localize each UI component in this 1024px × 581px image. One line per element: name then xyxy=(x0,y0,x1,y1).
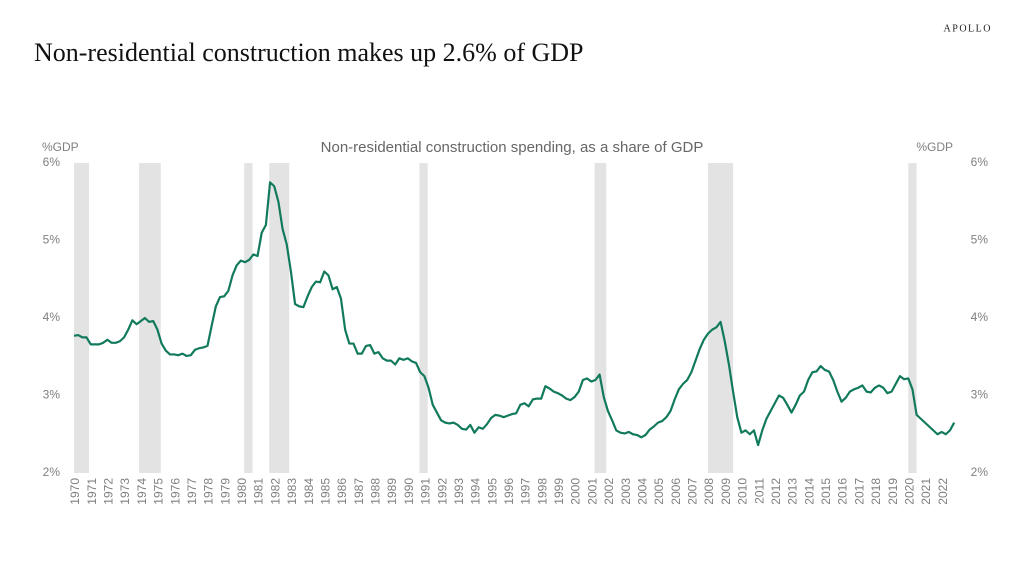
x-tick-label: 1997 xyxy=(519,478,533,505)
x-tick-label: 1996 xyxy=(502,478,516,505)
x-tick-label: 2022 xyxy=(936,478,950,505)
y-tick-label: 6% xyxy=(43,155,61,169)
x-tick-label: 1984 xyxy=(302,478,316,505)
x-tick-label: 2020 xyxy=(902,478,916,505)
x-tick-label: 2016 xyxy=(836,478,850,505)
x-tick-label: 2004 xyxy=(635,478,649,505)
x-tick-label: 2018 xyxy=(869,478,883,505)
x-tick-label: 1970 xyxy=(68,478,82,505)
x-tick-label: 2014 xyxy=(802,478,816,505)
x-tick-label: 1985 xyxy=(318,478,332,505)
y2-tick-label: 5% xyxy=(971,233,989,247)
x-tick-label: 2021 xyxy=(919,478,933,505)
x-tick-label: 1977 xyxy=(185,478,199,505)
x-tick-label: 1992 xyxy=(435,478,449,505)
brand-logo: APOLLO xyxy=(944,23,992,34)
y2-tick-label: 4% xyxy=(971,310,989,324)
recession-band xyxy=(244,163,253,473)
x-tick-label: 1980 xyxy=(235,478,249,505)
recession-band xyxy=(139,163,161,473)
x-tick-label: 1986 xyxy=(335,478,349,505)
x-tick-label: 2008 xyxy=(702,478,716,505)
y-tick-label: 4% xyxy=(43,310,61,324)
x-tick-label: 1971 xyxy=(85,478,99,505)
chart-subtitle: Non-residential construction spending, a… xyxy=(321,139,704,156)
recession-band xyxy=(708,163,734,473)
x-tick-label: 2017 xyxy=(852,478,866,505)
x-tick-label: 2001 xyxy=(585,478,599,505)
x-tick-label: 1975 xyxy=(152,478,166,505)
x-tick-label: 1981 xyxy=(252,478,266,505)
x-tick-label: 2005 xyxy=(652,478,666,505)
x-tick-label: 2003 xyxy=(619,478,633,505)
x-tick-label: 2002 xyxy=(602,478,616,505)
x-tick-label: 1987 xyxy=(352,478,366,505)
x-tick-label: 1988 xyxy=(369,478,383,505)
x-tick-label: 1989 xyxy=(385,478,399,505)
y-tick-label: 2% xyxy=(43,465,61,479)
x-tick-label: 1994 xyxy=(469,478,483,505)
x-tick-label: 1974 xyxy=(135,478,149,505)
recession-band xyxy=(74,163,90,473)
x-tick-label: 2000 xyxy=(569,478,583,505)
x-tick-label: 1972 xyxy=(102,478,116,505)
y-tick-label: 5% xyxy=(43,233,61,247)
recession-band xyxy=(908,163,917,473)
recession-band xyxy=(594,163,607,473)
y-axis-label: %GDP xyxy=(42,140,79,154)
x-tick-label: 2011 xyxy=(752,478,766,504)
y2-tick-label: 2% xyxy=(971,465,989,479)
x-tick-label: 1982 xyxy=(268,478,282,505)
x-tick-label: 2012 xyxy=(769,478,783,505)
x-tick-label: 2006 xyxy=(669,478,683,505)
x-tick-label: 1990 xyxy=(402,478,416,505)
data-line xyxy=(73,181,956,447)
x-tick-label: 2010 xyxy=(736,478,750,505)
x-tick-label: 2007 xyxy=(686,478,700,505)
x-tick-label: 2019 xyxy=(886,478,900,505)
x-tick-label: 1978 xyxy=(202,478,216,505)
chart-title: Non-residential construction makes up 2.… xyxy=(34,38,584,67)
x-tick-label: 2009 xyxy=(719,478,733,505)
x-tick-label: 1995 xyxy=(485,478,499,505)
x-tick-label: 1983 xyxy=(285,478,299,505)
recession-band xyxy=(419,163,428,473)
recession-band xyxy=(269,163,290,473)
x-tick-label: 1999 xyxy=(552,478,566,505)
x-tick-label: 1979 xyxy=(218,478,232,505)
x-tick-label: 1998 xyxy=(535,478,549,505)
y2-tick-label: 3% xyxy=(971,388,989,402)
y-tick-label: 3% xyxy=(43,388,61,402)
x-tick-label: 1976 xyxy=(168,478,182,505)
x-tick-label: 2013 xyxy=(786,478,800,505)
x-tick-label: 2015 xyxy=(819,478,833,505)
x-tick-label: 1973 xyxy=(118,478,132,505)
y2-tick-label: 6% xyxy=(971,155,989,169)
x-tick-label: 1991 xyxy=(419,478,433,505)
x-tick-label: 1993 xyxy=(452,478,466,505)
y2-axis-label: %GDP xyxy=(916,140,953,154)
